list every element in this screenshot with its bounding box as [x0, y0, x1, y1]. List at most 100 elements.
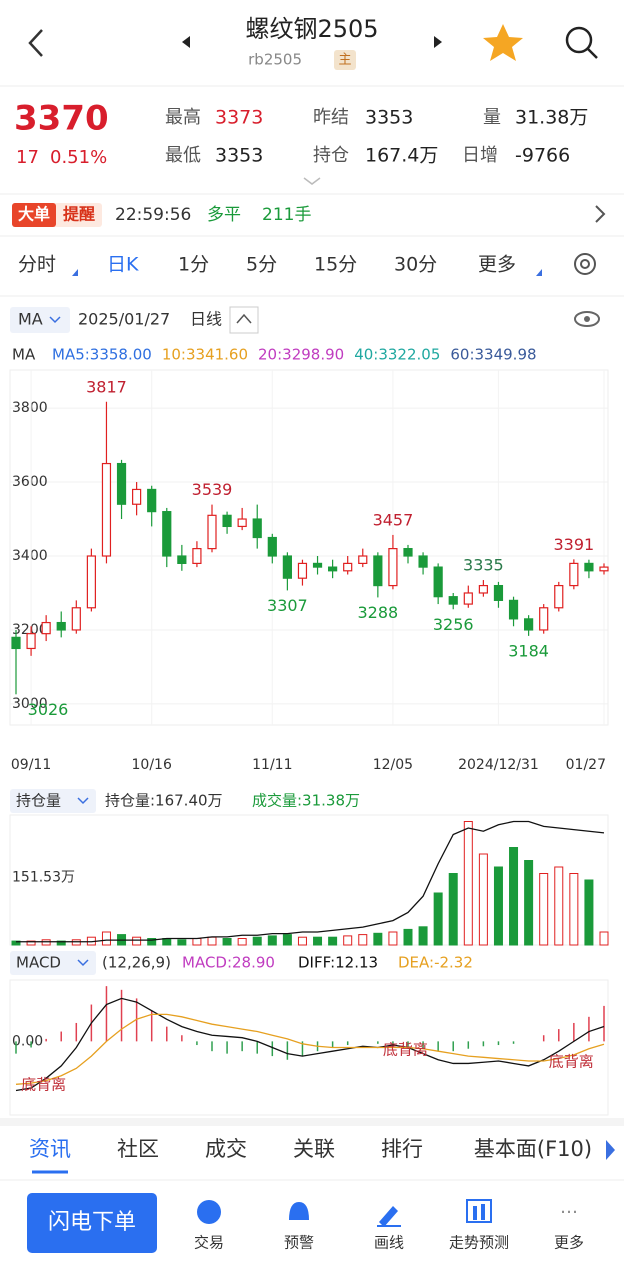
macd-select[interactable]: [10, 951, 96, 975]
y-tick-label: 3200: [12, 622, 48, 638]
field-value: 3353: [215, 145, 263, 167]
macd-params: (12,26,9): [102, 954, 171, 972]
main-badge: 主: [338, 53, 351, 68]
extreme-label: 3335: [463, 556, 504, 575]
alert-action: 多平: [207, 205, 241, 225]
quick-order-button[interactable]: [27, 1193, 157, 1253]
settings-gear[interactable]: [574, 253, 596, 275]
collapse-button[interactable]: [229, 306, 259, 334]
volume-bar: [524, 860, 534, 946]
candle-body: [177, 555, 187, 565]
ma-value: 20:3298.90: [258, 346, 344, 364]
field-value: -9766: [515, 145, 570, 167]
candle-body: [116, 462, 127, 505]
info-tab[interactable]: 基本面(F10): [474, 1137, 592, 1161]
period-tab[interactable]: 更多: [478, 254, 516, 276]
volume-panel: [9, 814, 609, 946]
candle-body: [599, 566, 609, 572]
period-tab[interactable]: 30分: [394, 254, 437, 276]
extreme-label: 3817: [86, 377, 127, 396]
tab-caret: [536, 269, 542, 276]
alert-amount: 211手: [262, 205, 311, 225]
volume-bar: [343, 935, 353, 946]
candle-body: [463, 592, 473, 605]
period-tab[interactable]: 5分: [246, 254, 277, 276]
candle-body: [267, 536, 277, 557]
candle-body: [207, 514, 217, 550]
field-label: 量: [483, 107, 501, 128]
field-label: 最高: [165, 107, 201, 128]
icon: [473, 1206, 477, 1220]
field-value: 31.38万: [515, 107, 588, 129]
volume-bar: [448, 873, 458, 946]
info-tab[interactable]: 成交: [205, 1137, 247, 1161]
divergence-note: 底背离: [549, 1053, 594, 1071]
action-label: 走势预测: [449, 1234, 509, 1252]
search-button[interactable]: [565, 26, 598, 59]
next-contract[interactable]: [434, 36, 442, 48]
volume-bar: [493, 866, 503, 946]
volume-bar: [403, 928, 413, 946]
favorite-star[interactable]: [483, 24, 523, 61]
candle-body: [508, 599, 519, 620]
info-tab[interactable]: 关联: [293, 1137, 335, 1161]
period-tab[interactable]: 日K: [107, 254, 139, 276]
tabs-more[interactable]: [606, 1140, 615, 1160]
field-label: 最低: [165, 145, 201, 166]
prev-contract[interactable]: [182, 36, 190, 48]
extreme-label: 3256: [433, 615, 474, 634]
macd-select-label: MACD: [16, 954, 61, 972]
candle-body: [478, 584, 488, 594]
icon: [481, 1204, 485, 1220]
ma-select[interactable]: [10, 307, 70, 333]
y-tick-label: 3400: [12, 548, 48, 564]
volume-bar: [328, 936, 338, 946]
action-label: 交易: [194, 1234, 224, 1252]
volume-bar: [509, 847, 519, 946]
ma-select-caret: [49, 316, 61, 324]
volume-bar: [207, 936, 217, 946]
candle-body: [252, 518, 262, 539]
contract-code: rb2505: [248, 51, 302, 69]
price-panel: [9, 369, 609, 726]
period-tab[interactable]: 分时: [18, 254, 56, 276]
candle-body: [328, 566, 338, 572]
info-tab[interactable]: 社区: [117, 1137, 159, 1161]
macd-value: MACD:28.90: [182, 954, 275, 972]
oi-axis-label: 151.53万: [12, 870, 75, 886]
back-button[interactable]: [28, 29, 43, 57]
x-tick-label: 01/27: [566, 757, 606, 773]
ma-select-label: MA: [18, 310, 43, 329]
x-tick-label: 2024/12/31: [458, 757, 539, 773]
ma-label: MA: [12, 346, 36, 364]
vol-value: 成交量:31.38万: [252, 792, 360, 810]
info-tab[interactable]: 资讯: [29, 1137, 71, 1161]
oi-select[interactable]: [10, 789, 96, 813]
info-tab[interactable]: 排行: [381, 1137, 423, 1161]
field-label: 持仓: [313, 145, 349, 166]
candle-body: [147, 488, 157, 513]
volume-bar: [358, 934, 368, 946]
candle-body: [237, 518, 247, 528]
volume-bar: [539, 873, 549, 946]
candle-body: [433, 566, 443, 598]
period-tab[interactable]: 1分: [178, 254, 209, 276]
divergence-note: 底背离: [21, 1076, 66, 1094]
eye-toggle[interactable]: [574, 311, 600, 327]
candle-body: [312, 562, 323, 568]
action-label: 画线: [374, 1234, 404, 1252]
volume-bar: [101, 931, 111, 946]
last-price: 3370: [14, 99, 109, 139]
alert-arrow[interactable]: [595, 205, 606, 223]
volume-bar: [267, 935, 277, 946]
macd-zero-label: 0.00: [12, 1033, 43, 1049]
oi-select-label: 持仓量: [16, 792, 61, 810]
oi-line: [16, 820, 605, 943]
macd-caret: [77, 959, 89, 967]
period-tab[interactable]: 15分: [314, 254, 357, 276]
ma-value: 10:3341.60: [162, 346, 248, 364]
expand-arrow[interactable]: [303, 177, 321, 185]
action-label: 预警: [284, 1234, 314, 1252]
